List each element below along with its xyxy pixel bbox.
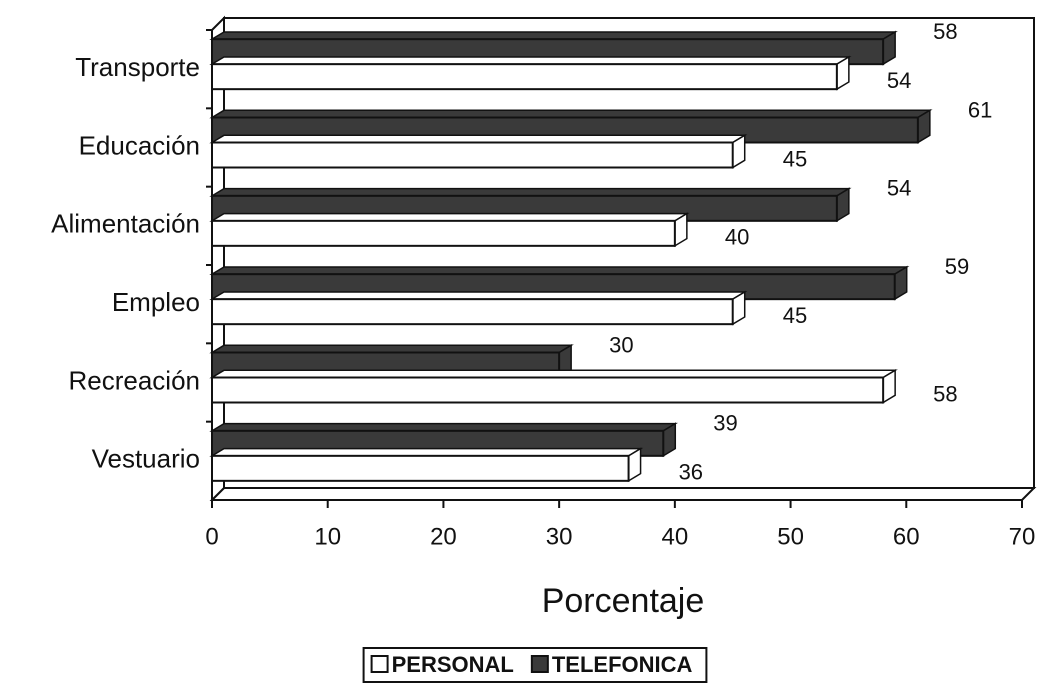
bar-top [209,134,748,144]
y-tick-label: Empleo [112,287,200,317]
bar-top [209,56,852,65]
bar [209,290,748,326]
bar-front [211,376,885,404]
x-tick-label: 20 [430,523,457,550]
bar [209,265,910,301]
bar-front [211,63,838,91]
bar-top [209,31,898,40]
bar-front [211,219,676,247]
bar [209,55,852,91]
bar [209,368,898,404]
bar [209,133,748,169]
value-label: 61 [968,97,992,122]
x-tick-label: 0 [205,523,218,550]
value-label: 36 [679,460,703,485]
y-tick-label: Recreación [68,365,200,395]
value-label: 59 [945,254,969,279]
value-label: 30 [609,332,633,357]
x-tick-label: 50 [777,523,804,550]
legend-swatch [530,655,549,673]
y-tick-label: Transporte [75,52,200,82]
bar-top [209,266,910,275]
y-tick-label: Educación [79,130,200,160]
legend-swatch [370,655,389,673]
bar-front [211,141,734,169]
bar-top [209,447,644,457]
x-axis-label: Porcentaje [542,582,705,620]
bar-front [211,298,734,326]
x-tick-label: 70 [1009,523,1036,550]
y-tick-label: Vestuario [92,444,200,474]
legend-label: PERSONAL [392,652,514,677]
floor [209,487,1037,501]
bar-top [209,212,690,222]
bar-top [209,109,933,119]
value-label: 45 [783,303,807,328]
value-label: 40 [725,225,749,250]
value-label: 54 [887,68,911,93]
x-tick-label: 30 [546,523,573,550]
bar-top [209,344,574,354]
bar-front [211,454,630,482]
legend-label: TELEFONICA [552,652,693,677]
value-label: 58 [933,381,957,406]
value-label: 45 [783,146,807,171]
value-label: 58 [933,19,957,44]
bar-top [209,291,748,300]
bar [209,447,644,483]
x-tick-label: 40 [662,523,689,550]
value-label: 54 [887,176,911,201]
bar-top [209,422,678,432]
bar [209,212,690,248]
value-label: 39 [713,411,737,436]
bar-top [209,369,898,379]
x-tick-label: 60 [893,523,920,550]
bar-top [209,187,852,197]
legend: PERSONAL TELEFONICA [362,647,708,683]
x-tick-label: 10 [314,523,341,550]
y-tick-label: Alimentación [51,209,200,239]
